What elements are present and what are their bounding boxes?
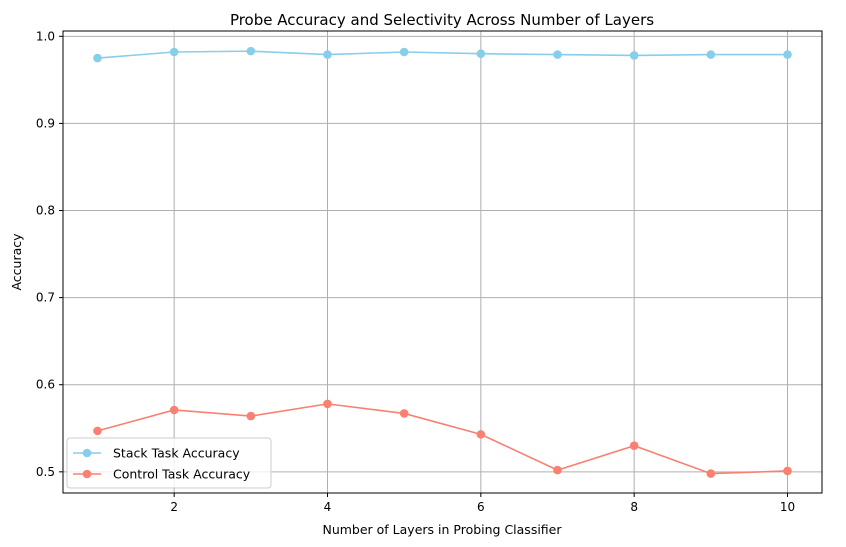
data-point (706, 50, 716, 59)
chart-title: Probe Accuracy and Selectivity Across Nu… (230, 11, 654, 29)
data-point (399, 47, 409, 57)
y-axis-label: Accuracy (9, 233, 24, 291)
data-point (169, 405, 179, 415)
x-tick-label: 4 (324, 500, 332, 514)
data-point (553, 465, 562, 475)
data-point (783, 466, 792, 476)
legend: Stack Task Accuracy Control Task Accuracy (66, 437, 272, 489)
x-tick-label: 2 (170, 500, 178, 514)
legend-label: Stack Task Accuracy (113, 446, 240, 461)
y-tick-label: 0.7 (36, 291, 55, 305)
series-2 (93, 399, 792, 478)
x-tick-label: 10 (780, 500, 795, 514)
series-line (97, 403, 788, 475)
data-point (246, 46, 256, 56)
legend-marker (82, 448, 92, 458)
x-tick-label: 6 (477, 500, 485, 514)
series-1 (93, 46, 792, 63)
data-point (629, 441, 639, 451)
x-axis-ticks: 2 4 6 8 10 (170, 493, 795, 514)
data-point (93, 53, 102, 63)
data-point (323, 399, 332, 409)
data-point (323, 50, 332, 59)
data-point (629, 51, 639, 60)
legend-marker (82, 469, 92, 479)
data-point (553, 50, 562, 59)
data-point (399, 409, 409, 418)
data-point (246, 411, 256, 421)
x-tick-label: 8 (630, 500, 638, 514)
y-tick-label: 0.6 (36, 378, 55, 392)
series-layer (93, 46, 792, 478)
y-tick-label: 0.9 (36, 116, 55, 130)
y-tick-label: 0.5 (36, 465, 55, 479)
data-point (476, 49, 486, 59)
x-axis-label: Number of Layers in Probing Classifier (322, 522, 562, 537)
y-axis-ticks: 0.5 0.6 0.7 0.8 0.9 1.0 (36, 29, 63, 479)
plot-frame (62, 30, 823, 494)
series-line (97, 50, 788, 59)
legend-label: Control Task Accuracy (113, 467, 251, 482)
data-point (169, 47, 179, 57)
data-point (93, 426, 102, 436)
data-point (476, 430, 486, 439)
data-point (706, 469, 716, 478)
legend-box (66, 437, 272, 489)
y-tick-label: 0.8 (36, 204, 55, 218)
y-tick-label: 1.0 (36, 29, 55, 43)
data-point (783, 50, 792, 59)
